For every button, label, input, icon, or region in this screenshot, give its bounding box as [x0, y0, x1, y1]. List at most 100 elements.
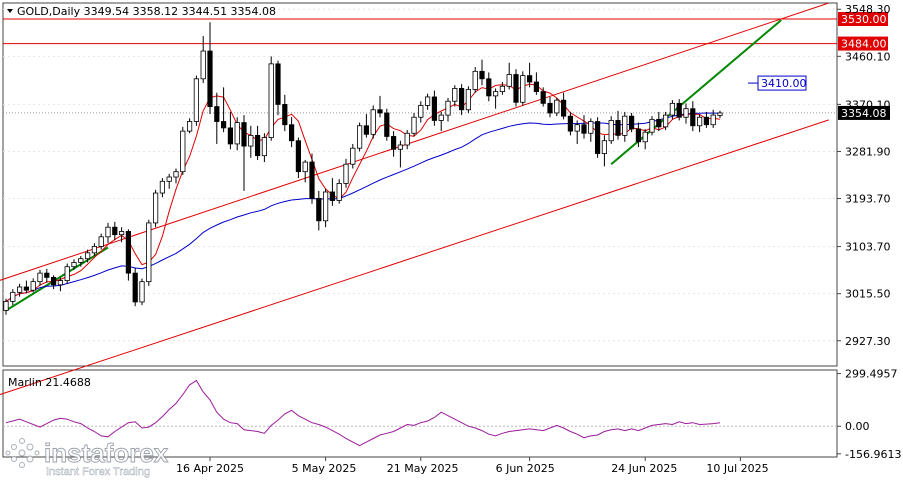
- candle: [186, 118, 193, 134]
- price-tick-label: 3103.70: [845, 241, 891, 254]
- candle-body: [690, 108, 696, 127]
- candle-body: [350, 147, 356, 165]
- candle-body: [717, 112, 723, 116]
- candle-body: [635, 128, 642, 143]
- candle-body: [703, 116, 710, 126]
- candle: [159, 178, 165, 198]
- candle-body: [214, 106, 220, 122]
- candle: [472, 67, 478, 93]
- osc-tick-label: 299.4957: [845, 368, 898, 381]
- candle-body: [64, 266, 70, 281]
- candle-body: [51, 276, 57, 286]
- candle: [112, 221, 118, 241]
- candle: [51, 275, 57, 290]
- candle-body: [282, 104, 288, 126]
- candle-body: [132, 272, 138, 303]
- candle-body: [404, 132, 410, 146]
- candle: [152, 189, 159, 228]
- candle-body: [424, 96, 431, 106]
- candle-body: [384, 112, 390, 137]
- candle: [193, 75, 199, 126]
- candle-body: [642, 131, 648, 143]
- candle-body: [397, 144, 404, 150]
- candle: [697, 114, 703, 133]
- candle: [486, 72, 492, 102]
- candle-body: [540, 91, 546, 104]
- candle: [540, 87, 546, 107]
- candle: [139, 278, 145, 306]
- candle: [649, 116, 655, 136]
- candle-body: [608, 120, 614, 142]
- candle: [390, 131, 397, 157]
- slow-ma-line: [5, 112, 720, 302]
- candle: [214, 92, 220, 144]
- candle: [363, 114, 370, 138]
- candle: [520, 71, 526, 106]
- candle-body: [527, 75, 533, 83]
- candle: [424, 93, 431, 110]
- candle-body: [336, 183, 342, 201]
- candle: [166, 173, 172, 189]
- time-tick-label: 16 Apr 2025: [176, 462, 244, 475]
- candle-body: [377, 109, 383, 114]
- candle: [703, 111, 710, 128]
- candle: [601, 135, 608, 167]
- symbol-info: GOLD,Daily 3349.54 3358.12 3344.51 3354.…: [17, 5, 276, 18]
- time-tick-label: 5 May 2025: [292, 462, 357, 475]
- candle: [567, 111, 574, 136]
- candle: [309, 153, 315, 204]
- candle: [350, 143, 356, 169]
- candle: [370, 105, 376, 139]
- candle: [622, 111, 628, 142]
- candle: [23, 280, 30, 294]
- level-label: 3484.00: [841, 38, 887, 51]
- candle: [91, 243, 97, 257]
- candle-body: [561, 99, 567, 117]
- candle-body: [98, 236, 104, 247]
- candle: [241, 115, 247, 191]
- candle-body: [676, 102, 682, 118]
- candle-body: [683, 108, 689, 118]
- candle-body: [492, 91, 499, 97]
- candle: [465, 86, 472, 113]
- candle: [663, 111, 669, 131]
- candle-body: [30, 281, 36, 291]
- candle: [173, 168, 179, 184]
- candle: [57, 277, 64, 292]
- candle-body: [71, 262, 77, 268]
- candle: [44, 268, 50, 283]
- candle-body: [622, 115, 628, 136]
- candle-body: [710, 114, 716, 126]
- candle: [71, 259, 77, 270]
- candle: [547, 96, 553, 118]
- candle: [499, 82, 506, 95]
- grid: [3, 8, 836, 342]
- candle: [268, 56, 274, 141]
- osc-tick-label: -156.9613: [845, 448, 901, 461]
- dropdown-triangle-icon[interactable]: [7, 9, 13, 13]
- candle-body: [465, 89, 472, 111]
- candle: [608, 116, 614, 144]
- candle: [384, 108, 390, 141]
- candle: [119, 227, 125, 243]
- candle: [275, 60, 281, 116]
- candle: [438, 111, 444, 132]
- candle: [316, 190, 322, 231]
- candle: [105, 222, 111, 244]
- candle-body: [663, 114, 669, 128]
- moving-averages: 3410.00: [5, 75, 807, 302]
- candle-body: [547, 102, 553, 114]
- candle-body: [343, 163, 349, 184]
- candle-body: [411, 116, 417, 134]
- candle-body: [322, 191, 329, 222]
- candle: [16, 283, 23, 297]
- trend-line-left: [5, 246, 109, 312]
- time-axis: 16 Apr 2025 5 May 2025 21 May 2025 6 Jun 20…: [176, 457, 769, 475]
- candle: [207, 22, 213, 115]
- candle-body: [220, 121, 227, 129]
- candle: [125, 229, 131, 281]
- candle-body: [669, 102, 676, 116]
- price-axis: 3548.30 3460.10 3370.10 3281.90 3193.70 3103.…: [837, 3, 891, 348]
- candle-body: [418, 105, 424, 118]
